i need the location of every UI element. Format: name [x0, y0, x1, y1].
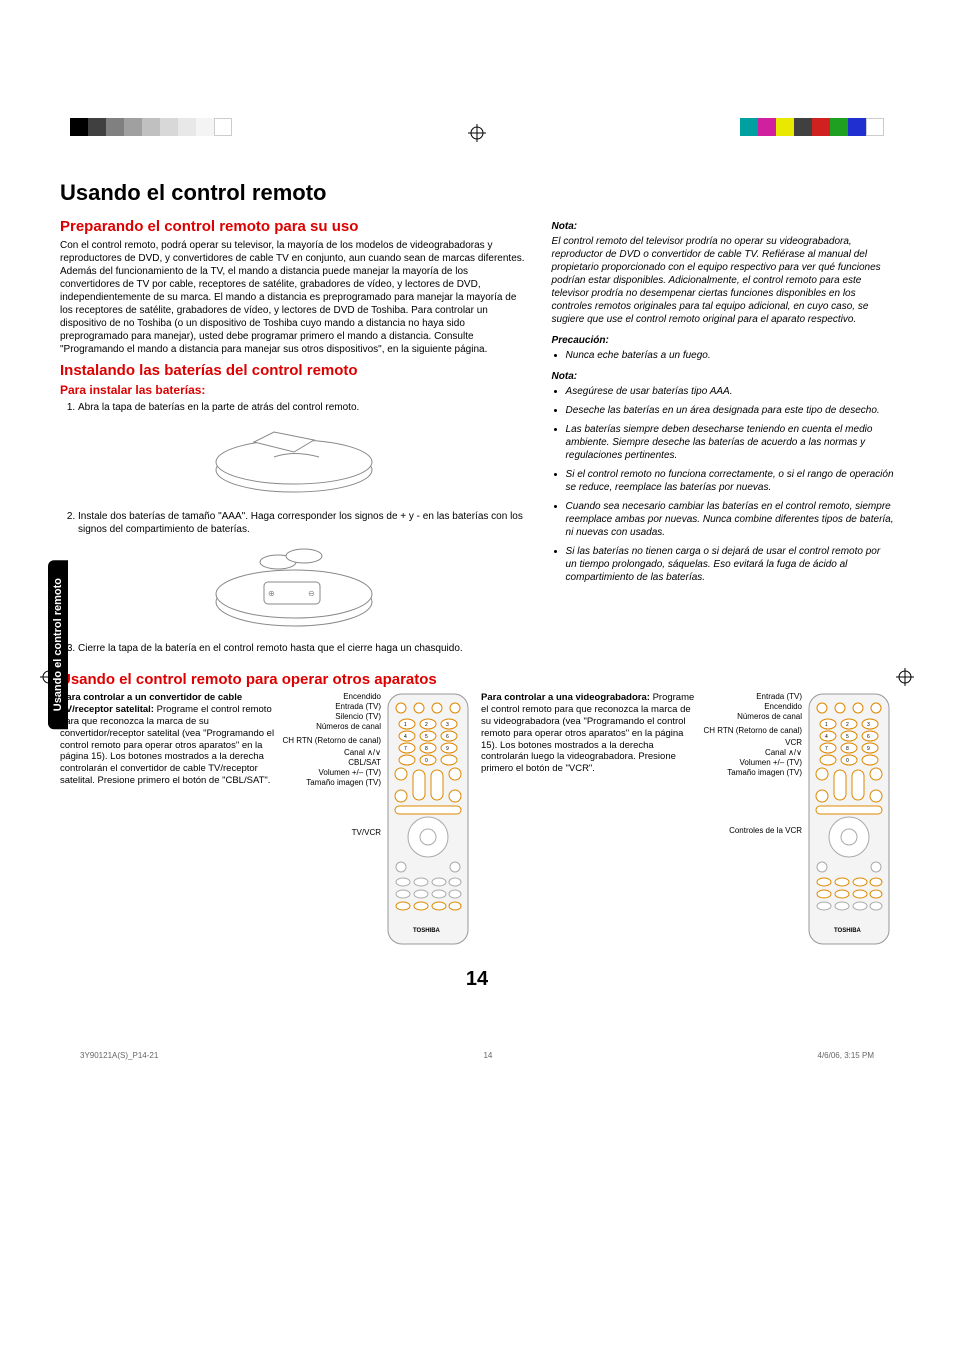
svg-text:⊖: ⊖ — [308, 589, 315, 598]
side-tab: Usando el control remoto — [48, 560, 68, 729]
svg-text:3: 3 — [867, 722, 870, 728]
left-column: Preparando el control remoto para su uso… — [60, 212, 528, 661]
svg-text:0: 0 — [846, 758, 849, 764]
install-steps-cont: Instale dos baterías de tamaño "AAA". Ha… — [60, 510, 528, 536]
svg-text:7: 7 — [825, 746, 828, 752]
remote-label: Canal ∧/∨ — [282, 748, 381, 758]
remote-label: CBL/SAT — [282, 758, 381, 768]
remote-label: Controles de la VCR — [703, 826, 802, 836]
note1-heading: Nota: — [552, 220, 894, 233]
remote-label: Silencio (TV) — [282, 712, 381, 722]
svg-text:7: 7 — [404, 746, 407, 752]
section3-heading: Usando el control remoto para operar otr… — [60, 671, 894, 688]
svg-text:2: 2 — [425, 722, 428, 728]
svg-text:1: 1 — [825, 722, 828, 728]
footer-filename: 3Y90121A(S)_P14-21 — [80, 1051, 158, 1060]
section1-body: Con el control remoto, podrá operar su t… — [60, 239, 528, 356]
install-step-2: Instale dos baterías de tamaño "AAA". Ha… — [78, 510, 528, 536]
remote-label: CH RTN (Retorno de canal) — [703, 726, 802, 736]
caution-item: Nunca eche baterías a un fuego. — [566, 349, 894, 362]
remote-b-labels: Entrada (TV) Encendido Números de canal … — [703, 692, 802, 836]
note2-item: Si las baterías no tienen carga o si dej… — [566, 545, 894, 584]
svg-text:2: 2 — [846, 722, 849, 728]
svg-text:0: 0 — [425, 758, 428, 764]
battery-insert-illustration: ⊕ ⊖ — [204, 544, 384, 634]
install-steps-cont2: Cierre la tapa de la batería en el contr… — [60, 642, 528, 655]
cable-sat-text: Para controlar a un convertidor de cable… — [60, 692, 274, 952]
remote-label: Volumen +/– (TV) — [282, 768, 381, 778]
remote-svg-a: 1 2 3 4 5 6 7 8 9 0 — [383, 692, 473, 952]
note1-body: El control remoto del televisor prodría … — [552, 235, 894, 326]
remote-label: VCR — [703, 738, 802, 748]
svg-text:5: 5 — [425, 734, 428, 740]
note2-item: Deseche las baterías en un área designad… — [566, 404, 894, 417]
remote-label: Números de canal — [282, 722, 381, 732]
vcr-body: Programe el control remoto para que reco… — [481, 692, 694, 774]
note2-item: Las baterías siempre deben desecharse te… — [566, 423, 894, 462]
page-title: Usando el control remoto — [60, 180, 894, 206]
remote-svg-b: 1 2 3 4 5 6 7 8 9 0 — [804, 692, 894, 952]
right-column: Nota: El control remoto del televisor pr… — [552, 212, 894, 661]
remote-label: Canal ∧/∨ — [703, 748, 802, 758]
remote-label: Encendido — [703, 702, 802, 712]
svg-text:1: 1 — [404, 722, 407, 728]
svg-text:TOSHIBA: TOSHIBA — [834, 928, 862, 934]
remote-label: Entrada (TV) — [703, 692, 802, 702]
svg-text:9: 9 — [446, 746, 449, 752]
remote-label: TV/VCR — [282, 828, 381, 838]
remote-label: Tamaño imagen (TV) — [282, 778, 381, 788]
section2-subheading: Para instalar las baterías: — [60, 383, 528, 397]
remote-label: CH RTN (Retorno de canal) — [282, 736, 381, 746]
install-step-1: Abra la tapa de baterías en la parte de … — [78, 401, 528, 414]
registration-mark-right — [896, 668, 914, 686]
remote-label: Tamaño imagen (TV) — [703, 768, 802, 778]
note2-item: Cuando sea necesario cambiar las batería… — [566, 500, 894, 539]
svg-text:9: 9 — [867, 746, 870, 752]
install-steps: Abra la tapa de baterías en la parte de … — [60, 401, 528, 414]
caution-list: Nunca eche baterías a un fuego. — [552, 349, 894, 362]
svg-text:⊕: ⊕ — [268, 589, 275, 598]
remote-label: Volumen +/– (TV) — [703, 758, 802, 768]
svg-text:8: 8 — [846, 746, 849, 752]
svg-text:6: 6 — [867, 734, 870, 740]
caution-heading: Precaución: — [552, 334, 894, 347]
svg-text:3: 3 — [446, 722, 449, 728]
cable-sat-body: Programe el control remoto para que reco… — [60, 704, 274, 786]
page-number: 14 — [60, 968, 894, 991]
vcr-heading: Para controlar a una videograbadora: — [481, 692, 650, 703]
note2-item: Asegúrese de usar baterías tipo AAA. — [566, 385, 894, 398]
remote-label: Entrada (TV) — [282, 702, 381, 712]
note2-item: Si el control remoto no funciona correct… — [566, 468, 894, 494]
remote-a-labels: Encendido Entrada (TV) Silencio (TV) Núm… — [282, 692, 381, 838]
remote-illustration-a: Encendido Entrada (TV) Silencio (TV) Núm… — [282, 692, 473, 952]
svg-text:8: 8 — [425, 746, 428, 752]
section2-heading: Instalando las baterías del control remo… — [60, 362, 528, 379]
note2-heading: Nota: — [552, 370, 894, 383]
footer-timestamp: 4/6/06, 3:15 PM — [818, 1051, 874, 1060]
remote-illustration-b: Entrada (TV) Encendido Números de canal … — [703, 692, 894, 952]
footer-pagenum: 14 — [483, 1051, 492, 1060]
svg-text:4: 4 — [825, 734, 828, 740]
remote-label: Números de canal — [703, 712, 802, 722]
install-step-3: Cierre la tapa de la batería en el contr… — [78, 642, 528, 655]
section1-heading: Preparando el control remoto para su uso — [60, 218, 528, 235]
vcr-text: Para controlar a una videograbadora: Pro… — [481, 692, 695, 952]
svg-text:4: 4 — [404, 734, 407, 740]
battery-cover-illustration — [204, 422, 384, 502]
svg-text:6: 6 — [446, 734, 449, 740]
footer: 3Y90121A(S)_P14-21 14 4/6/06, 3:15 PM — [60, 1051, 894, 1060]
note2-list: Asegúrese de usar baterías tipo AAA. Des… — [552, 385, 894, 584]
remote-label: Encendido — [282, 692, 381, 702]
svg-text:TOSHIBA: TOSHIBA — [413, 928, 441, 934]
svg-text:5: 5 — [846, 734, 849, 740]
